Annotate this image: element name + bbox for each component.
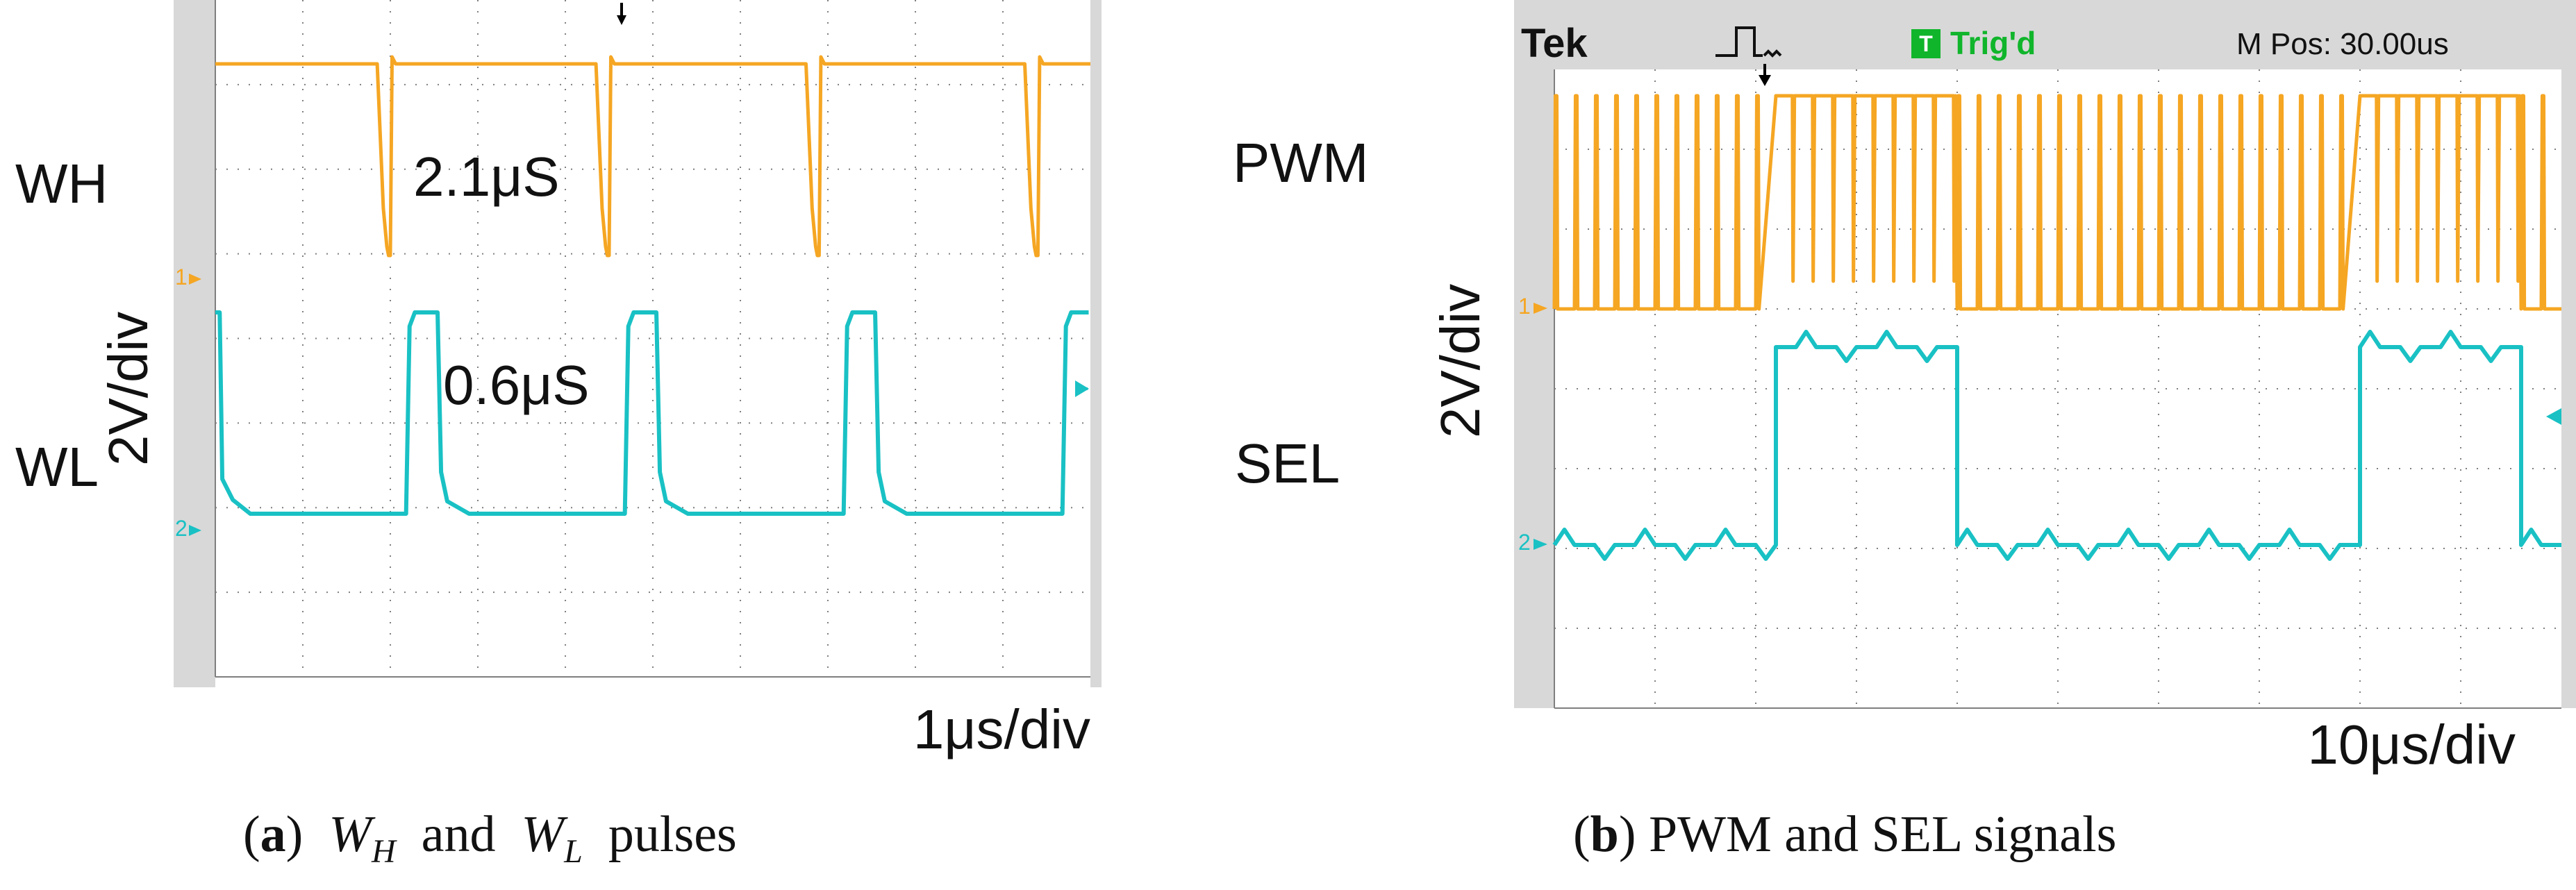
pwm-label: PWM xyxy=(1233,132,1369,194)
channel-2-marker-a: 2 xyxy=(175,516,201,541)
pwm-trace xyxy=(1552,94,2561,311)
wl-trace xyxy=(215,310,1089,516)
svg-text:2: 2 xyxy=(1518,530,1531,555)
caption-a: (a) WH and WL pulses xyxy=(243,806,737,870)
panel-a-right-bezel xyxy=(1090,0,1102,687)
panel-a-screen xyxy=(215,0,1090,687)
trigger-position-arrow xyxy=(1759,64,1771,86)
trig-badge-letter: T xyxy=(1919,31,1933,56)
panel-b-xlabel: 10μs/div xyxy=(2307,714,2516,775)
svg-text:1: 1 xyxy=(175,265,188,289)
panel-a-left-bezel xyxy=(174,0,215,687)
trigger-status: Trig'd xyxy=(1950,25,2036,61)
sel-label: SEL xyxy=(1235,433,1340,494)
channel-2-marker-b: 2 xyxy=(1518,530,1547,555)
caption-b: (b) PWM and SEL signals xyxy=(1573,806,2117,863)
wh-label: WH xyxy=(15,153,108,215)
trig-badge xyxy=(1911,29,1941,58)
panel-a-ylabel: 2V/div xyxy=(97,312,159,466)
sel-trace xyxy=(1552,330,2561,561)
panel-a-grid xyxy=(215,0,1090,678)
channel-2-ref-arrow-b xyxy=(2546,408,2561,425)
panel-a-xlabel: 1μs/div xyxy=(913,698,1090,760)
annotation-2-1us: 2.1μS xyxy=(413,146,560,208)
channel-1-marker-b: 1 xyxy=(1518,294,1547,319)
trigger-marker-arrow xyxy=(617,3,626,25)
channel-1-marker-a: 1 xyxy=(175,265,201,289)
annotation-0-6us: 0.6μS xyxy=(443,354,590,416)
wl-label: WL xyxy=(15,436,99,498)
trigger-edge-icon xyxy=(1715,26,1782,58)
wh-trace xyxy=(215,55,1090,258)
tek-brand: Tek xyxy=(1521,21,1588,66)
m-pos-readout: M Pos: 30.00us xyxy=(2236,27,2449,61)
panel-b-ylabel: 2V/div xyxy=(1429,284,1491,438)
svg-text:1: 1 xyxy=(1518,294,1531,319)
svg-text:2: 2 xyxy=(175,516,188,541)
panel-a-scope: 1 2 WH WL 2.1μS 0.6μS 2V/div 1μs/div xyxy=(15,0,1102,760)
panel-b-scope: Tek T Trig'd M Pos: 30.00us 1 2 PWM SEL … xyxy=(1233,0,2576,775)
